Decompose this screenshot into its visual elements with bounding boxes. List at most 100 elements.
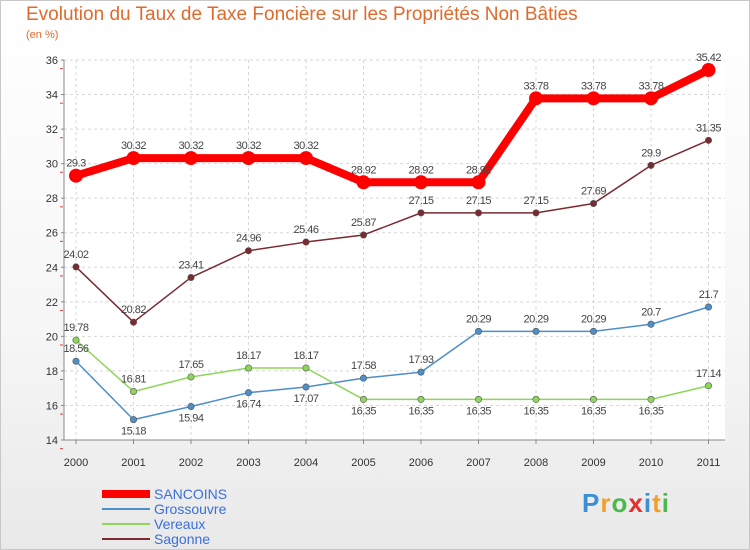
data-point-vereaux <box>474 395 482 403</box>
logo-letter: o <box>611 488 629 518</box>
data-point-sagonne <box>532 209 540 217</box>
y-tick-label: 30 <box>46 159 58 171</box>
data-point-sagonne <box>359 231 367 239</box>
series-line-grossouvre <box>75 306 709 421</box>
data-point-vereaux <box>359 395 367 403</box>
logo-letter: P <box>582 488 601 518</box>
data-point-vereaux <box>704 382 712 390</box>
data-point-sagonne <box>589 200 597 208</box>
proxiti-logo: Proxiti <box>582 488 670 519</box>
logo-letter: i <box>661 488 670 518</box>
data-label-sancoins: 30.32 <box>178 140 203 152</box>
data-point-grossouvre <box>647 320 655 328</box>
data-point-vereaux <box>302 364 310 372</box>
data-label-grossouvre: 15.18 <box>121 426 146 438</box>
legend-label-sagonne: Sagonne <box>154 531 210 547</box>
logo-letter: x <box>628 488 644 518</box>
data-point-grossouvre <box>245 389 253 397</box>
data-point-sancoins <box>586 91 601 106</box>
y-tick-label: 22 <box>46 297 58 309</box>
data-point-sagonne <box>72 263 80 271</box>
data-point-sagonne <box>647 161 655 169</box>
x-tick-label: 2001 <box>121 457 145 469</box>
data-label-grossouvre: 21.7 <box>699 289 719 301</box>
data-point-vereaux <box>417 395 425 403</box>
data-point-sancoins <box>69 168 83 183</box>
data-point-grossouvre <box>72 357 80 365</box>
data-point-sancoins <box>701 63 716 78</box>
x-tick-label: 2002 <box>179 457 203 469</box>
x-tick-label: 2008 <box>524 457 548 469</box>
data-label-vereaux: 18.17 <box>293 350 318 362</box>
plot-area <box>64 60 725 440</box>
data-label-sancoins: 33.78 <box>638 80 663 92</box>
data-point-vereaux <box>187 373 195 381</box>
data-point-sancoins <box>299 151 313 166</box>
data-point-sancoins <box>529 91 543 106</box>
data-label-sagonne: 27.69 <box>581 186 606 198</box>
x-tick-label: 2003 <box>236 457 260 469</box>
data-point-vereaux <box>245 364 253 372</box>
data-point-grossouvre <box>474 327 482 335</box>
y-tick-label: 26 <box>46 228 58 240</box>
y-tick-label: 14 <box>46 435 58 447</box>
data-point-sancoins <box>241 151 256 166</box>
data-label-sagonne: 25.46 <box>293 224 318 236</box>
data-label-vereaux: 16.35 <box>466 405 491 417</box>
data-point-grossouvre <box>130 416 138 424</box>
chart-title: Evolution du Taux de Taxe Foncière sur l… <box>26 4 578 25</box>
data-point-grossouvre <box>359 374 367 382</box>
data-label-grossouvre: 20.29 <box>581 313 606 325</box>
data-point-grossouvre <box>187 402 195 410</box>
y-tick-label: 16 <box>46 400 58 412</box>
data-label-grossouvre: 20.7 <box>641 306 661 318</box>
data-point-grossouvre <box>302 383 310 391</box>
series-line-sancoins <box>74 66 711 187</box>
y-tick-label: 36 <box>46 55 58 67</box>
data-label-grossouvre: 20.29 <box>523 313 548 325</box>
data-label-vereaux: 19.78 <box>63 322 88 334</box>
x-tick-label: 2011 <box>697 457 721 469</box>
x-tick-label: 2004 <box>294 457 318 469</box>
data-point-vereaux <box>589 395 597 403</box>
x-tick-label: 2010 <box>639 457 663 469</box>
data-label-vereaux: 16.35 <box>408 405 433 417</box>
data-point-sagonne <box>187 273 195 281</box>
data-label-grossouvre: 17.07 <box>293 393 318 405</box>
data-label-sancoins: 33.78 <box>523 80 548 92</box>
data-label-sancoins: 30.32 <box>293 140 318 152</box>
y-tick-label: 28 <box>46 193 58 205</box>
data-point-sagonne <box>704 136 712 144</box>
data-point-sagonne <box>130 318 138 326</box>
data-point-sagonne <box>302 238 310 246</box>
legend-label-vereaux: Vereaux <box>154 516 205 532</box>
data-label-vereaux: 16.35 <box>638 405 663 417</box>
data-point-vereaux <box>647 395 655 403</box>
data-label-sancoins: 33.78 <box>581 80 606 92</box>
data-label-grossouvre: 16.74 <box>236 399 261 411</box>
data-point-sancoins <box>644 91 658 106</box>
series-line-sagonne <box>75 139 709 323</box>
data-label-vereaux: 17.14 <box>696 368 721 380</box>
y-tick-label: 34 <box>46 90 58 102</box>
data-point-grossouvre <box>532 327 540 335</box>
data-label-sagonne: 23.41 <box>178 259 203 271</box>
data-label-sancoins: 30.32 <box>236 140 261 152</box>
data-label-sancoins: 30.32 <box>121 140 146 152</box>
data-point-sagonne <box>474 209 482 217</box>
data-label-grossouvre: 18.56 <box>63 343 88 355</box>
data-label-sagonne: 25.87 <box>351 217 376 229</box>
data-point-sagonne <box>417 209 425 217</box>
data-label-grossouvre: 20.29 <box>466 313 491 325</box>
data-point-grossouvre <box>589 327 597 335</box>
data-point-grossouvre <box>417 368 425 376</box>
data-point-vereaux <box>72 336 80 344</box>
y-tick-label: 18 <box>46 366 58 378</box>
data-label-sagonne: 20.82 <box>121 304 146 316</box>
data-label-grossouvre: 17.93 <box>408 354 433 366</box>
data-label-sancoins: 29.3 <box>66 158 86 170</box>
data-label-vereaux: 17.65 <box>178 359 203 371</box>
data-label-vereaux: 16.35 <box>581 405 606 417</box>
x-tick-label: 2009 <box>581 457 605 469</box>
